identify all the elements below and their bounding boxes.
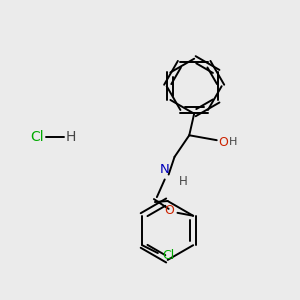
- Text: Cl: Cl: [30, 130, 44, 144]
- Text: H: H: [178, 175, 187, 188]
- Text: H: H: [229, 137, 237, 147]
- Text: H: H: [66, 130, 76, 144]
- Text: O: O: [165, 204, 175, 218]
- Text: N: N: [160, 164, 169, 176]
- Text: O: O: [219, 136, 229, 148]
- Text: Cl: Cl: [162, 248, 174, 262]
